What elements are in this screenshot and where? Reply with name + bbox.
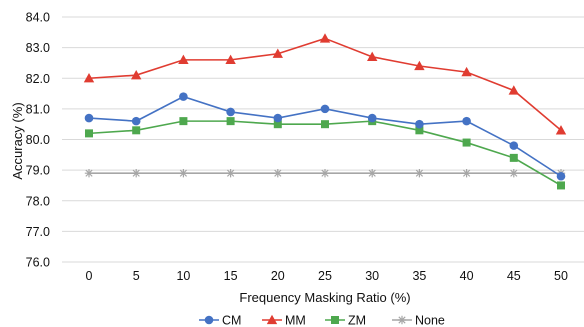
legend-label-mm: MM [285, 314, 306, 327]
data-point-mm [461, 66, 472, 77]
data-point-cm [367, 113, 377, 123]
data-point-cm [226, 107, 235, 117]
data-point-mm [367, 51, 378, 61]
x-tick-labels: 0 5 10 15 20 25 30 35 40 45 50 [86, 269, 568, 283]
data-point-mm [414, 60, 425, 71]
data-point-mm [131, 69, 142, 80]
y-tick-label: 81.0 [26, 102, 50, 116]
data-point-cm [131, 116, 141, 126]
data-point-none [179, 168, 188, 178]
data-point-mm [178, 54, 189, 65]
data-point-none [320, 168, 330, 178]
series-zm [85, 117, 565, 190]
data-point-cm [415, 119, 424, 129]
legend: CM MM ZM None [199, 314, 445, 327]
data-point-zm [557, 181, 565, 190]
data-point-cm [462, 116, 471, 126]
x-tick-label: 0 [86, 269, 93, 283]
data-point-zm [462, 138, 471, 147]
x-axis-title: Frequency Masking Ratio (%) [239, 290, 410, 305]
x-tick-label: 20 [271, 269, 285, 283]
series-mm [83, 33, 567, 135]
y-tick-label: 79.0 [26, 164, 50, 178]
data-point-zm [132, 126, 141, 135]
y-axis-title: Accuracy (%) [10, 102, 25, 179]
series-line-mm [88, 37, 562, 131]
x-tick-label: 15 [224, 269, 238, 283]
data-point-none [462, 168, 471, 178]
legend-marker-zm [331, 316, 339, 324]
legend-label-none: None [415, 314, 445, 327]
x-tick-label: 45 [507, 269, 521, 283]
data-point-zm [509, 153, 518, 162]
data-point-cm [273, 113, 283, 123]
data-point-mm [508, 85, 519, 95]
y-tick-label: 80.0 [26, 133, 50, 147]
legend-item-cm: CM [199, 314, 241, 327]
data-point-none [368, 168, 377, 178]
data-point-zm [85, 129, 93, 138]
data-point-none [273, 168, 282, 178]
data-point-cm [556, 171, 566, 181]
legend-marker-none [397, 315, 407, 325]
data-point-zm [415, 126, 424, 135]
data-point-cm [84, 113, 94, 123]
x-tick-label: 30 [365, 269, 379, 283]
y-tick-label: 84.0 [26, 11, 50, 25]
x-tick-label: 50 [554, 269, 568, 283]
x-tick-label: 35 [412, 269, 426, 283]
data-point-none [84, 168, 94, 178]
legend-item-mm: MM [262, 314, 306, 327]
data-point-cm [509, 141, 519, 150]
data-point-zm [273, 120, 282, 129]
legend-item-zm: ZM [325, 314, 366, 327]
x-tick-label: 5 [133, 269, 140, 283]
y-tick-label: 78.0 [26, 194, 50, 208]
y-tick-label: 77.0 [26, 225, 50, 239]
y-tick-labels: 76.0 77.0 78.0 79.0 80.0 81.0 82.0 83.0 84.0 [26, 11, 50, 270]
legend-item-none: None [392, 314, 445, 327]
legend-label-cm: CM [222, 314, 241, 327]
data-point-cm [179, 92, 188, 101]
data-point-none [509, 168, 518, 178]
x-tick-label: 10 [176, 269, 190, 283]
data-point-none [132, 168, 141, 178]
data-point-zm [321, 120, 329, 129]
data-point-mm [83, 73, 95, 83]
y-tick-label: 82.0 [26, 72, 50, 86]
x-tick-label: 40 [460, 269, 474, 283]
data-point-none [415, 168, 424, 178]
data-point-cm [320, 104, 330, 114]
data-point-mm [319, 33, 331, 43]
data-point-mm [272, 48, 283, 58]
data-series [83, 33, 567, 190]
gridlines [62, 16, 584, 263]
data-point-none [226, 168, 235, 178]
legend-label-zm: ZM [348, 314, 366, 327]
data-point-zm [226, 117, 235, 126]
series-cm [84, 92, 566, 181]
legend-marker-cm [204, 315, 214, 325]
data-point-mm [225, 54, 236, 65]
data-point-mm [555, 125, 567, 135]
y-tick-label: 76.0 [26, 256, 50, 270]
x-tick-label: 25 [318, 269, 332, 283]
data-point-zm [179, 117, 188, 126]
y-tick-label: 83.0 [26, 41, 50, 55]
legend-marker-mm [266, 314, 278, 325]
